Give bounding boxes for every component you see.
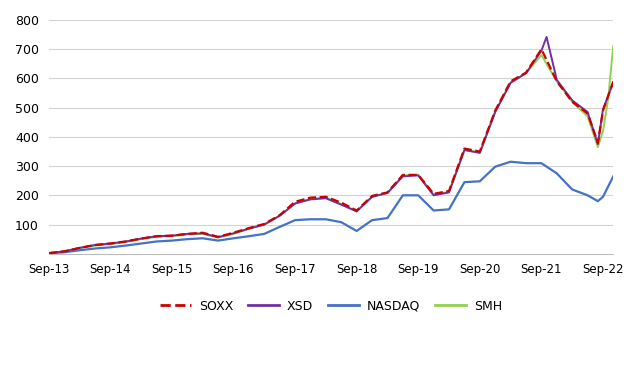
Legend: SOXX, XSD, NASDAQ, SMH: SOXX, XSD, NASDAQ, SMH (155, 295, 507, 318)
